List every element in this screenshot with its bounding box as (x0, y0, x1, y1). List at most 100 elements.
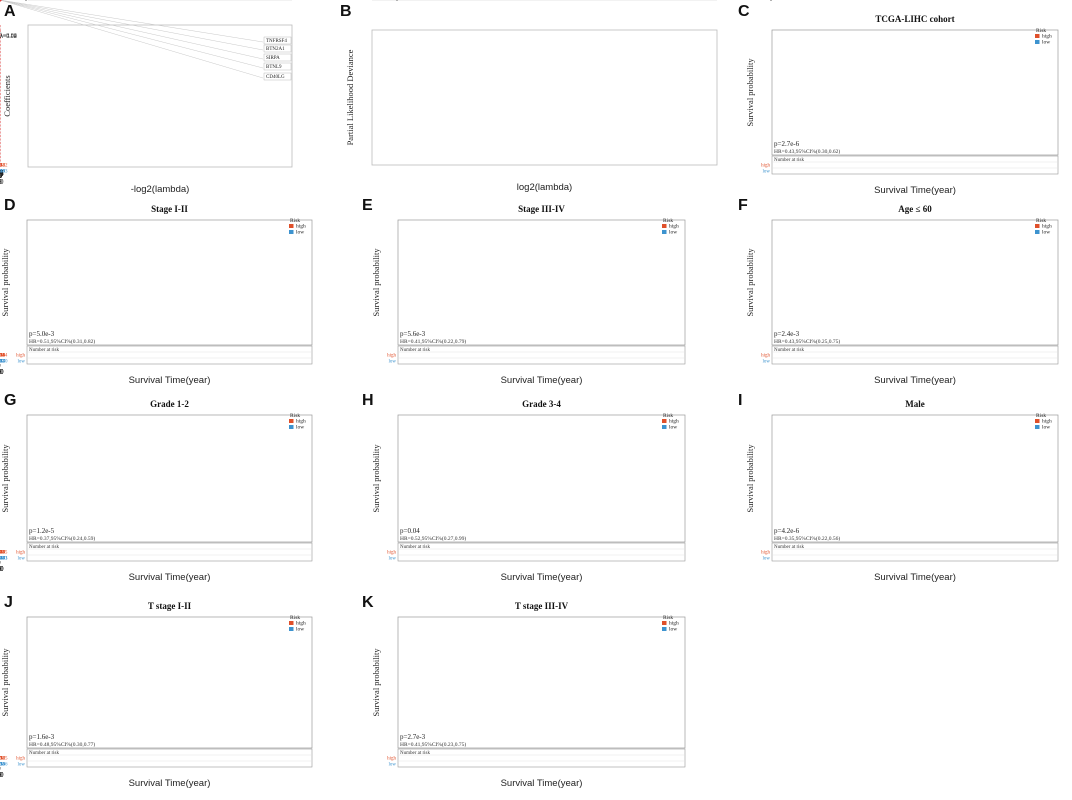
x-axis-title: log2(lambda) (517, 182, 572, 193)
hazard-ratio: HR=0.52,95%CI%(0.27,0.99) (400, 535, 466, 542)
risk-count: 5 (0, 360, 3, 365)
risk-count: 3 (0, 557, 3, 562)
y-tick-label: 0.6 (760, 0, 769, 2)
y-tick-label: 0.8 (760, 0, 769, 2)
x-axis-title: Survival Time(year) (501, 778, 583, 789)
risk-count: 10 (0, 763, 6, 768)
y-tick-label: 0.0 (15, 0, 24, 2)
x-tick-label: 2 (0, 565, 2, 573)
y-tick-label: 0.6 (760, 0, 769, 2)
y-tick-label: 0.2 (15, 0, 24, 2)
risk-count: 12 (0, 757, 6, 762)
x-tick-label: 5 (0, 368, 2, 376)
legend-swatch-low (1035, 425, 1040, 429)
risk-count: 3 (0, 360, 3, 365)
risk-count: 29 (0, 170, 6, 175)
deviance-point (0, 0, 2, 2)
legend-label-high: high (1042, 224, 1052, 230)
legend-label-high: high (296, 419, 306, 425)
legend-label-low: low (1042, 40, 1050, 46)
risk-count: 24 (0, 763, 6, 768)
hazard-ratio: HR=0.43,95%CI%(0.25,0.75) (774, 338, 840, 345)
x-axis-title: -log2(lambda) (131, 184, 190, 195)
risk-count: 8 (0, 551, 3, 556)
plot-frame (26, 414, 313, 543)
panel-label-G: G (4, 392, 16, 409)
p-value: p=1.6e-3 (29, 733, 55, 741)
risk-row-label-low: low (18, 360, 26, 365)
risk-count: 2 (0, 757, 3, 762)
risk-table-title: Number at risk (400, 751, 430, 756)
x-tick-label: 6 (0, 171, 3, 180)
risk-count: 1 (0, 551, 3, 556)
plot-frame (397, 219, 686, 346)
x-tick-label: 7 (0, 565, 2, 573)
gene-label-box (263, 72, 292, 81)
plot-frame (371, 29, 718, 166)
panel-D: D Stage I-II 1.00.80.60.40.20.0 Survival pr… (0, 0, 313, 386)
risk-table-title: Number at risk (774, 545, 804, 550)
p-value: p=5.0e-3 (29, 330, 55, 338)
legend-swatch-low (1035, 40, 1040, 44)
x-tick-label: 10 (0, 565, 4, 573)
risk-row-label-high: high (761, 354, 770, 359)
y-tick-label: 0.4 (760, 0, 769, 2)
legend-swatch-low (1035, 230, 1040, 234)
y-tick-label: 0.6 (760, 0, 769, 2)
legend-swatch-low (662, 425, 667, 429)
y-axis-title: Survival probability (745, 58, 755, 127)
plot-frame (771, 219, 1059, 346)
gene-label-box (263, 53, 292, 62)
panel-K: KT stage III-IV1.00.80.60.40.20.0Surviva… (0, 0, 686, 789)
risk-table-title: Number at risk (29, 348, 59, 353)
gene-label-cd40lg: CD40LG (266, 75, 285, 80)
y-axis-title: Survival probability (371, 444, 381, 513)
y-tick-label: 11.6 (357, 0, 369, 2)
y-tick-label: 11.8 (357, 0, 369, 2)
risk-count: 9 (0, 757, 3, 762)
legend-title: Risk (663, 413, 673, 419)
y-tick-label: 0.8 (386, 0, 395, 2)
risk-row-label-low: low (763, 360, 771, 365)
risk-count: 1 (0, 557, 3, 562)
x-axis-title: Survival Time(year) (129, 375, 211, 386)
y-tick-label: 0.2 (386, 0, 395, 2)
x-tick-label: 0 (0, 565, 2, 573)
risk-count: 23 (0, 360, 6, 365)
panel-G: G Grade 1-2 1.00.80.60.40.20.0 Survival pro… (0, 0, 313, 583)
plot-frame (771, 29, 1059, 156)
x-tick-label: 8 (0, 565, 2, 573)
x-tick-label: 2 (0, 368, 2, 376)
risk-table-frame (26, 748, 313, 768)
risk-count: 1 (0, 354, 3, 359)
risk-count: 20 (0, 551, 6, 556)
legend-swatch-high (662, 419, 667, 423)
x-tick-label: 10 (0, 771, 4, 779)
risk-count: 3 (0, 164, 3, 169)
risk-count: 114 (0, 354, 8, 359)
risk-row-label-low: low (763, 170, 771, 175)
y-tick-label: 0.0 (15, 0, 24, 2)
risk-count: 146 (0, 763, 8, 768)
legend-title: Risk (663, 615, 673, 621)
x-tick-label: 0 (0, 368, 2, 376)
risk-count: 1 (0, 360, 3, 365)
panel-label-E: E (362, 197, 373, 214)
panel-label-I: I (738, 392, 742, 409)
risk-count: 1 (0, 551, 3, 556)
gene-label-btnl9: BTNL9 (266, 65, 282, 70)
x-tick-label: 8 (0, 771, 2, 779)
panel-label-H: H (362, 392, 374, 409)
risk-count: 182 (0, 164, 8, 169)
y-tick-label: 1.0 (386, 0, 395, 2)
y-axis-title: Coefficients (2, 75, 12, 116)
panel-label-J: J (4, 594, 13, 611)
p-value: p=2.4e-3 (774, 330, 800, 338)
hazard-ratio: HR=0.37,95%CI%(0.24,0.59) (29, 535, 95, 542)
panel-label-D: D (4, 197, 16, 214)
y-axis-title: Survival probability (0, 444, 10, 513)
x-tick-label: 10 (0, 368, 4, 376)
x-tick-label: 4 (0, 171, 3, 180)
gene-leader-line (0, 0, 264, 69)
x-tick-label: 0 (0, 771, 2, 779)
